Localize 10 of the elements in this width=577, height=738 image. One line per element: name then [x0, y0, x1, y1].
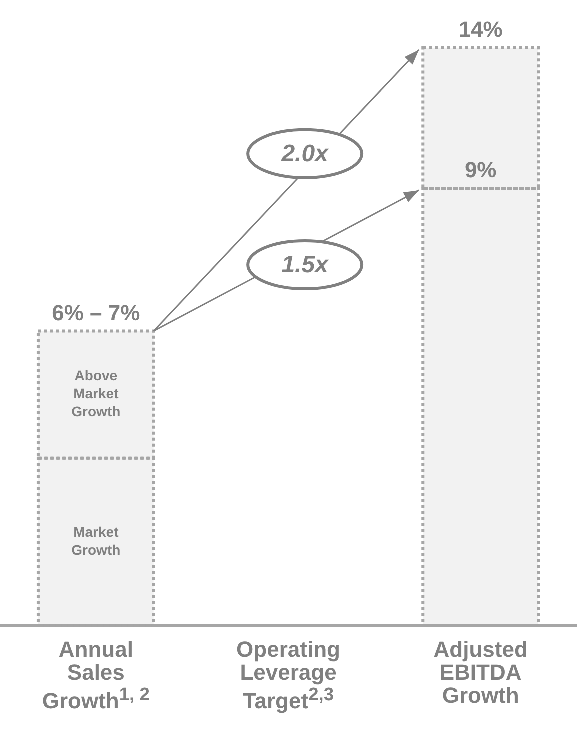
- annotation: 6% – 7%: [52, 300, 140, 326]
- annotation: 1.5x: [282, 252, 330, 279]
- annotation: 14%: [458, 17, 503, 42]
- annotation: 9%: [464, 158, 497, 183]
- series-label: Market Growth: [72, 524, 121, 558]
- series-label: Above Market Growth: [72, 368, 121, 420]
- annotation: 2.0x: [280, 140, 330, 168]
- x-tick-label: Annual Sales Growth$^{1, 2}$: [41, 637, 151, 714]
- x-tick-label: Operating Leverage Target$^{2,3}$: [236, 637, 342, 714]
- x-tick-label: Adjusted EBITDA Growth: [432, 637, 529, 708]
